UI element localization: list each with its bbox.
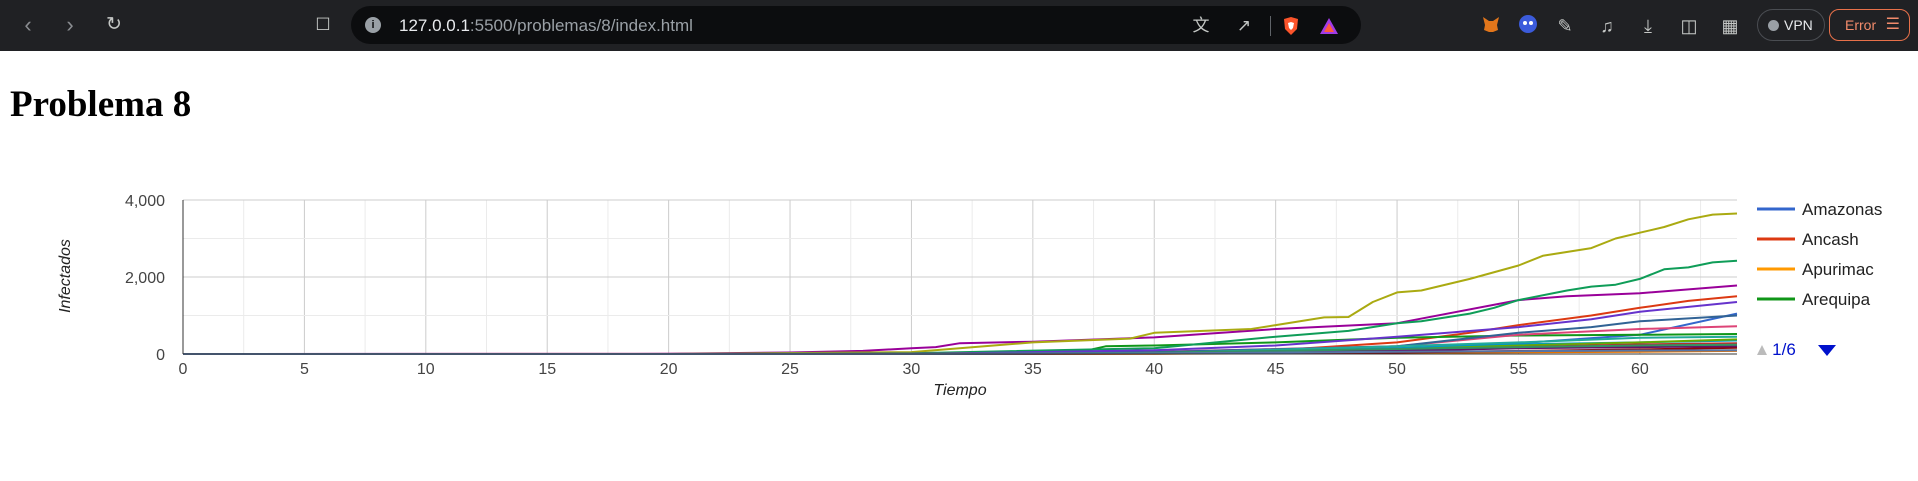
metamask-icon[interactable] bbox=[1478, 13, 1504, 39]
translate-icon[interactable]: 文 bbox=[1192, 16, 1210, 35]
line-chart: 0 5 10 15 20 25 30 35 40 45 50 55 60 0 2,000 4,000 Tiem… bbox=[57, 193, 1882, 399]
bookmark-icon[interactable]: ☐ bbox=[315, 15, 331, 34]
pager-next-icon[interactable] bbox=[1818, 345, 1836, 356]
legend-item[interactable]: Apurimac bbox=[1802, 260, 1874, 279]
series-line-6 bbox=[183, 259, 1738, 355]
x-tick-label: 40 bbox=[1145, 361, 1163, 378]
legend-item[interactable]: Arequipa bbox=[1802, 290, 1871, 309]
error-button[interactable]: Error ☰ bbox=[1829, 9, 1910, 41]
x-tick-label: 35 bbox=[1024, 361, 1042, 378]
y-tick-label: 2,000 bbox=[125, 270, 165, 287]
y-tick-label: 4,000 bbox=[125, 193, 165, 210]
y-axis-title: Infectados bbox=[57, 239, 74, 313]
error-label: Error bbox=[1845, 17, 1877, 33]
vpn-button[interactable]: VPN bbox=[1757, 9, 1825, 41]
x-tick-label: 25 bbox=[781, 361, 799, 378]
url-text[interactable]: 127.0.0.1:5500/problemas/8/index.html bbox=[399, 16, 693, 36]
forward-icon[interactable]: › bbox=[66, 12, 74, 37]
brave-shields-icon[interactable] bbox=[1280, 15, 1302, 37]
url-path: :5500/problemas/8/index.html bbox=[469, 16, 693, 35]
download-icon[interactable]: ⤓ bbox=[1644, 16, 1652, 36]
share-icon[interactable]: ↗ bbox=[1236, 16, 1252, 35]
brave-rewards-icon[interactable] bbox=[1318, 15, 1340, 37]
x-tick-label: 20 bbox=[660, 361, 678, 378]
divider bbox=[1270, 16, 1271, 36]
legend-item[interactable]: Ancash bbox=[1802, 230, 1859, 249]
x-tick-label: 15 bbox=[538, 361, 556, 378]
page-title: Problema 8 bbox=[10, 84, 192, 125]
x-axis-title: Tiempo bbox=[933, 382, 986, 399]
vpn-status-icon bbox=[1768, 20, 1779, 31]
vpn-label: VPN bbox=[1784, 17, 1813, 33]
browser-toolbar: ‹ › ↻ ☐ i 127.0.0.1:5500/problemas/8/ind… bbox=[0, 0, 1918, 51]
url-host: 127.0.0.1 bbox=[399, 16, 470, 35]
legend-item[interactable]: Amazonas bbox=[1802, 200, 1882, 219]
back-icon[interactable]: ‹ bbox=[24, 12, 32, 37]
x-tick-label: 10 bbox=[417, 361, 435, 378]
x-tick-label: 50 bbox=[1388, 361, 1406, 378]
x-tick-label: 30 bbox=[903, 361, 921, 378]
pager-text: 1/6 bbox=[1772, 340, 1796, 359]
wallet-icon[interactable]: ▦ bbox=[1721, 16, 1739, 36]
series-line-8 bbox=[182, 325, 1738, 355]
puzzle-icon[interactable]: ✎ bbox=[1557, 16, 1573, 36]
music-icon[interactable]: ♫ bbox=[1600, 16, 1614, 36]
series-line-5 bbox=[183, 212, 1738, 355]
pager-prev-icon bbox=[1757, 345, 1767, 355]
extension-icon[interactable] bbox=[1515, 13, 1541, 39]
x-tick-label: 45 bbox=[1267, 361, 1285, 378]
chart-tick-labels: 0 5 10 15 20 25 30 35 40 45 50 55 60 0 2,000 4,000 bbox=[125, 193, 1649, 378]
x-tick-label: 0 bbox=[179, 361, 188, 378]
x-tick-label: 5 bbox=[300, 361, 309, 378]
address-bar[interactable]: i 127.0.0.1:5500/problemas/8/index.html … bbox=[351, 6, 1361, 44]
x-tick-label: 55 bbox=[1510, 361, 1528, 378]
chart-axes bbox=[182, 200, 1737, 355]
chart-series bbox=[182, 212, 1738, 355]
chart-legend: Amazonas Ancash Apurimac Arequipa bbox=[1757, 200, 1882, 309]
sidebar-icon[interactable]: ◫ bbox=[1680, 16, 1698, 36]
legend-pager: 1/6 bbox=[1757, 340, 1836, 359]
chart-grid bbox=[182, 199, 1737, 355]
menu-icon: ☰ bbox=[1885, 16, 1900, 33]
y-tick-label: 0 bbox=[156, 347, 165, 364]
reload-icon[interactable]: ↻ bbox=[106, 14, 122, 35]
x-tick-label: 60 bbox=[1631, 361, 1649, 378]
site-info-icon[interactable]: i bbox=[365, 17, 381, 33]
